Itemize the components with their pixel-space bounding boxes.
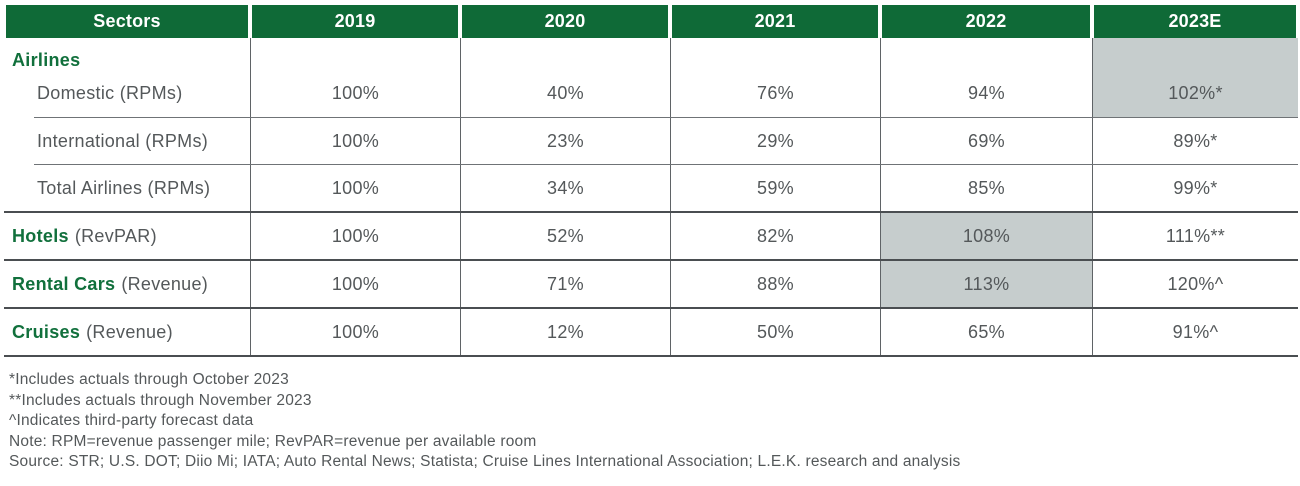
row-qualifier-revenue: (Revenue) <box>86 321 173 342</box>
value-cell-cruises-2023e: 91%^ <box>1092 309 1298 355</box>
value-cell-cruises-2020: 12% <box>460 309 670 355</box>
row-label-cell: Hotels (RevPAR) <box>4 213 250 259</box>
section-label-airlines: Airlines <box>12 50 81 70</box>
travel-sector-recovery-page: Sectors 2019 2020 2021 2022 2023E Airlin… <box>4 5 1298 473</box>
value-cell-hotels-2021: 82% <box>670 213 880 259</box>
value-cell-domestic-2022: 94% <box>880 38 1092 117</box>
value-cell-rental-2019: 100% <box>250 261 460 307</box>
row-divider <box>34 164 1298 165</box>
row-label-international: International (RPMs) <box>37 130 209 151</box>
column-header-2019: 2019 <box>252 5 458 38</box>
footnote-abbreviations: Note: RPM=revenue passenger mile; RevPAR… <box>9 432 537 450</box>
footnote-source: Source: STR; U.S. DOT; Diio Mi; IATA; Au… <box>9 453 961 470</box>
column-header-sectors: Sectors <box>6 5 248 38</box>
value-cell-international-2023e: 89%* <box>1092 118 1298 164</box>
row-label-cell: Total Airlines (RPMs) <box>4 165 250 211</box>
value-cell-rental-2022: 113% <box>880 261 1092 307</box>
value-cell-international-2020: 23% <box>460 118 670 164</box>
value-cell-total-2021: 59% <box>670 165 880 211</box>
footnotes-block: *Includes actuals through October 2023 *… <box>4 370 1298 473</box>
value-cell-international-2021: 29% <box>670 118 880 164</box>
value-cell-total-2020: 34% <box>460 165 670 211</box>
row-qualifier-revpar: (RevPAR) <box>74 225 157 246</box>
value-cell-international-2022: 69% <box>880 118 1092 164</box>
table-row-rental-cars: Rental Cars (Revenue) 100% 71% 88% 113% … <box>4 261 1298 307</box>
recovery-table: Sectors 2019 2020 2021 2022 2023E Airlin… <box>4 5 1298 357</box>
column-header-2022: 2022 <box>882 5 1090 38</box>
value-cell-domestic-2021: 76% <box>670 38 880 117</box>
footnote-october-actuals: *Includes actuals through October 2023 <box>9 371 289 388</box>
value-cell-hotels-2020: 52% <box>460 213 670 259</box>
value-cell-hotels-2023e: 111%** <box>1092 213 1298 259</box>
row-label-cell: Rental Cars (Revenue) <box>4 261 250 307</box>
row-divider <box>34 117 1298 118</box>
value-cell-hotels-2022: 108% <box>880 213 1092 259</box>
column-header-2021: 2021 <box>672 5 878 38</box>
row-qualifier-revenue: (Revenue) <box>121 273 209 294</box>
footnote-third-party-forecast: ^Indicates third-party forecast data <box>9 412 254 429</box>
row-label-cell: Cruises (Revenue) <box>4 309 250 355</box>
table-row-hotels: Hotels (RevPAR) 100% 52% 82% 108% 111%** <box>4 213 1298 259</box>
value-cell-rental-2021: 88% <box>670 261 880 307</box>
section-divider <box>4 307 1298 309</box>
value-cell-cruises-2019: 100% <box>250 309 460 355</box>
value-cell-domestic-2023e: 102%* <box>1092 38 1298 117</box>
value-cell-hotels-2019: 100% <box>250 213 460 259</box>
table-bottom-border <box>4 355 1298 357</box>
value-cell-domestic-2020: 40% <box>460 38 670 117</box>
value-cell-rental-2020: 71% <box>460 261 670 307</box>
table-row-cruises: Cruises (Revenue) 100% 12% 50% 65% 91%^ <box>4 309 1298 355</box>
column-header-2020: 2020 <box>462 5 668 38</box>
value-cell-total-2023e: 99%* <box>1092 165 1298 211</box>
row-label-domestic: Domestic (RPMs) <box>37 83 183 103</box>
value-cell-total-2022: 85% <box>880 165 1092 211</box>
section-label-cruises: Cruises <box>12 321 81 342</box>
table-row-airlines-domestic: Airlines Domestic (RPMs) 100% 40% 76% 94… <box>4 38 1298 117</box>
value-cell-domestic-2019: 100% <box>250 38 460 117</box>
row-label-cell: International (RPMs) <box>4 118 250 164</box>
section-label-rental-cars: Rental Cars <box>12 273 116 294</box>
section-divider <box>4 259 1298 261</box>
row-label-total-airlines: Total Airlines (RPMs) <box>37 177 211 198</box>
value-cell-cruises-2022: 65% <box>880 309 1092 355</box>
value-cell-rental-2023e: 120%^ <box>1092 261 1298 307</box>
value-cell-total-2019: 100% <box>250 165 460 211</box>
table-row-airlines-international: International (RPMs) 100% 23% 29% 69% 89… <box>4 118 1298 164</box>
column-header-2023e: 2023E <box>1094 5 1296 38</box>
row-label-cell: Airlines Domestic (RPMs) <box>4 38 250 117</box>
footnote-november-actuals: **Includes actuals through November 2023 <box>9 391 312 409</box>
section-divider <box>4 211 1298 213</box>
section-label-hotels: Hotels <box>12 225 69 246</box>
value-cell-international-2019: 100% <box>250 118 460 164</box>
table-row-airlines-total: Total Airlines (RPMs) 100% 34% 59% 85% 9… <box>4 165 1298 211</box>
value-cell-cruises-2021: 50% <box>670 309 880 355</box>
table-header-row: Sectors 2019 2020 2021 2022 2023E <box>4 5 1298 38</box>
